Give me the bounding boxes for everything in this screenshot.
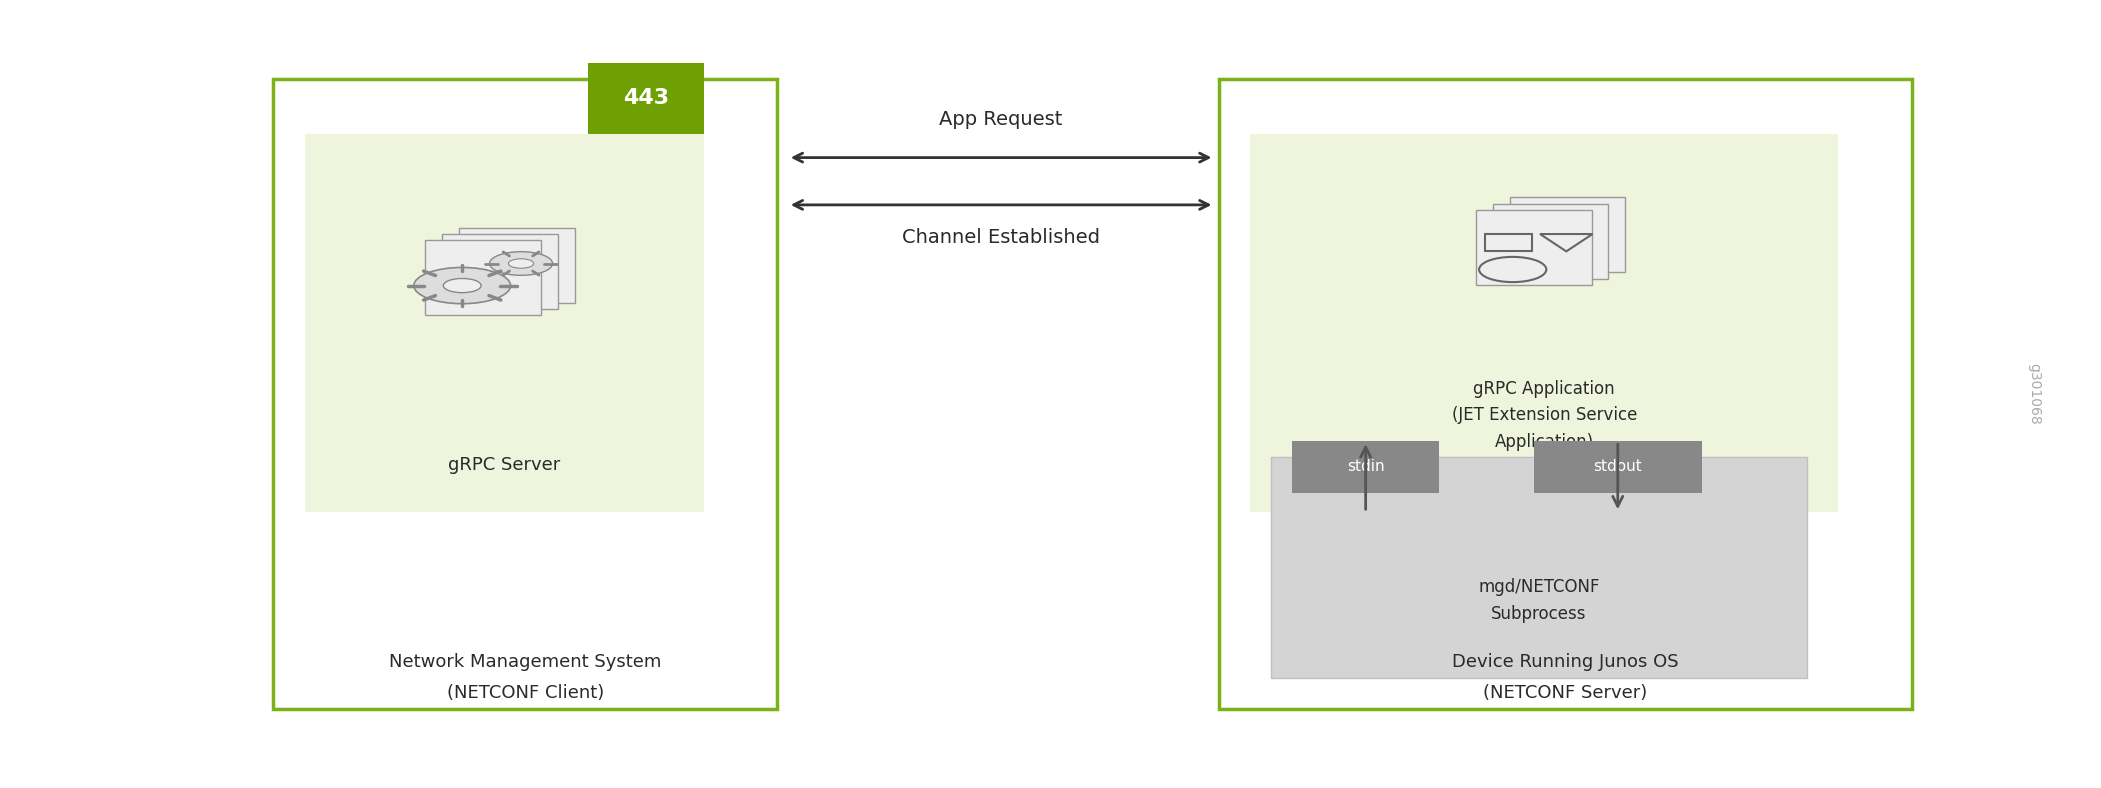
Bar [305,134,704,512]
Circle shape [490,251,553,275]
Bar [1271,457,1807,678]
Bar [1485,234,1532,251]
Bar [1475,210,1593,285]
Text: gRPC Application
(JET Extension Service
Application): gRPC Application (JET Extension Service … [1452,380,1637,451]
Circle shape [414,267,511,303]
Bar [588,63,704,134]
Text: gRPC Server: gRPC Server [448,456,561,474]
Bar [1250,134,1838,512]
Text: g301068: g301068 [2027,363,2040,425]
Text: Channel Established: Channel Established [901,229,1101,247]
Text: 443: 443 [624,88,668,109]
Circle shape [508,258,534,268]
Text: (NETCONF Client): (NETCONF Client) [448,685,603,702]
Bar [273,79,777,709]
Text: (NETCONF Server): (NETCONF Server) [1483,685,1647,702]
Text: stdout: stdout [1593,459,1643,474]
Bar [1534,441,1702,492]
Text: mgd/NETCONF
Subprocess: mgd/NETCONF Subprocess [1479,578,1599,623]
Bar [1492,204,1609,279]
Text: stdin: stdin [1347,459,1385,474]
Bar [1219,79,1912,709]
Text: Network Management System: Network Management System [389,653,662,671]
Bar [1509,198,1626,273]
Bar [458,228,574,303]
Bar [441,234,559,309]
Circle shape [443,278,481,292]
Text: Device Running Junos OS: Device Running Junos OS [1452,653,1679,671]
Bar [1292,441,1439,492]
Text: App Request: App Request [939,110,1063,129]
Bar [424,240,542,315]
